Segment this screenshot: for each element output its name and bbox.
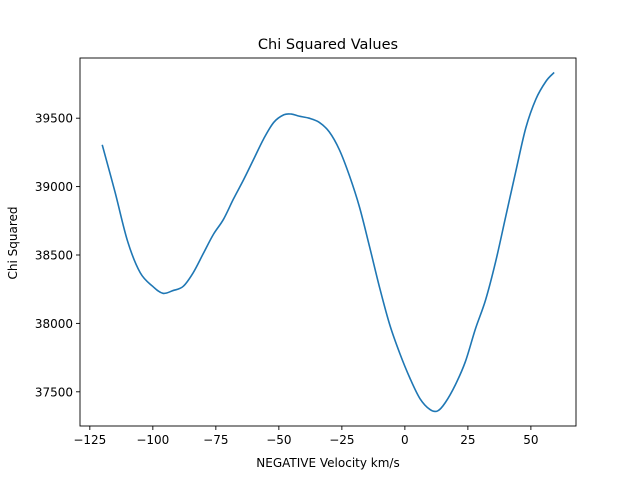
x-tick-label: −100 bbox=[136, 433, 169, 447]
x-tick-label: −75 bbox=[203, 433, 228, 447]
x-axis-label: NEGATIVE Velocity km/s bbox=[256, 456, 399, 470]
plot-area bbox=[101, 71, 555, 413]
y-tick-label: 39000 bbox=[35, 180, 73, 194]
chi-squared-line bbox=[101, 71, 555, 413]
x-tick-label: −25 bbox=[329, 433, 354, 447]
y-tick-label: 38000 bbox=[35, 317, 73, 331]
y-tick-label: 39500 bbox=[35, 112, 73, 126]
x-tick-label: −125 bbox=[73, 433, 106, 447]
y-tick-label: 37500 bbox=[35, 385, 73, 399]
chart-title: Chi Squared Values bbox=[258, 37, 398, 53]
y-tick-label: 38500 bbox=[35, 248, 73, 262]
x-tick-label: 50 bbox=[523, 433, 538, 447]
x-tick-label: 25 bbox=[460, 433, 475, 447]
axes: −125 −100 −75 −50 −25 0 25 50 37500 38000 38500 390… bbox=[35, 57, 577, 447]
axes-frame bbox=[79, 57, 577, 427]
y-axis-label: Chi Squared bbox=[6, 207, 20, 280]
x-tick-label: 0 bbox=[401, 433, 409, 447]
x-tick-label: −50 bbox=[266, 433, 291, 447]
